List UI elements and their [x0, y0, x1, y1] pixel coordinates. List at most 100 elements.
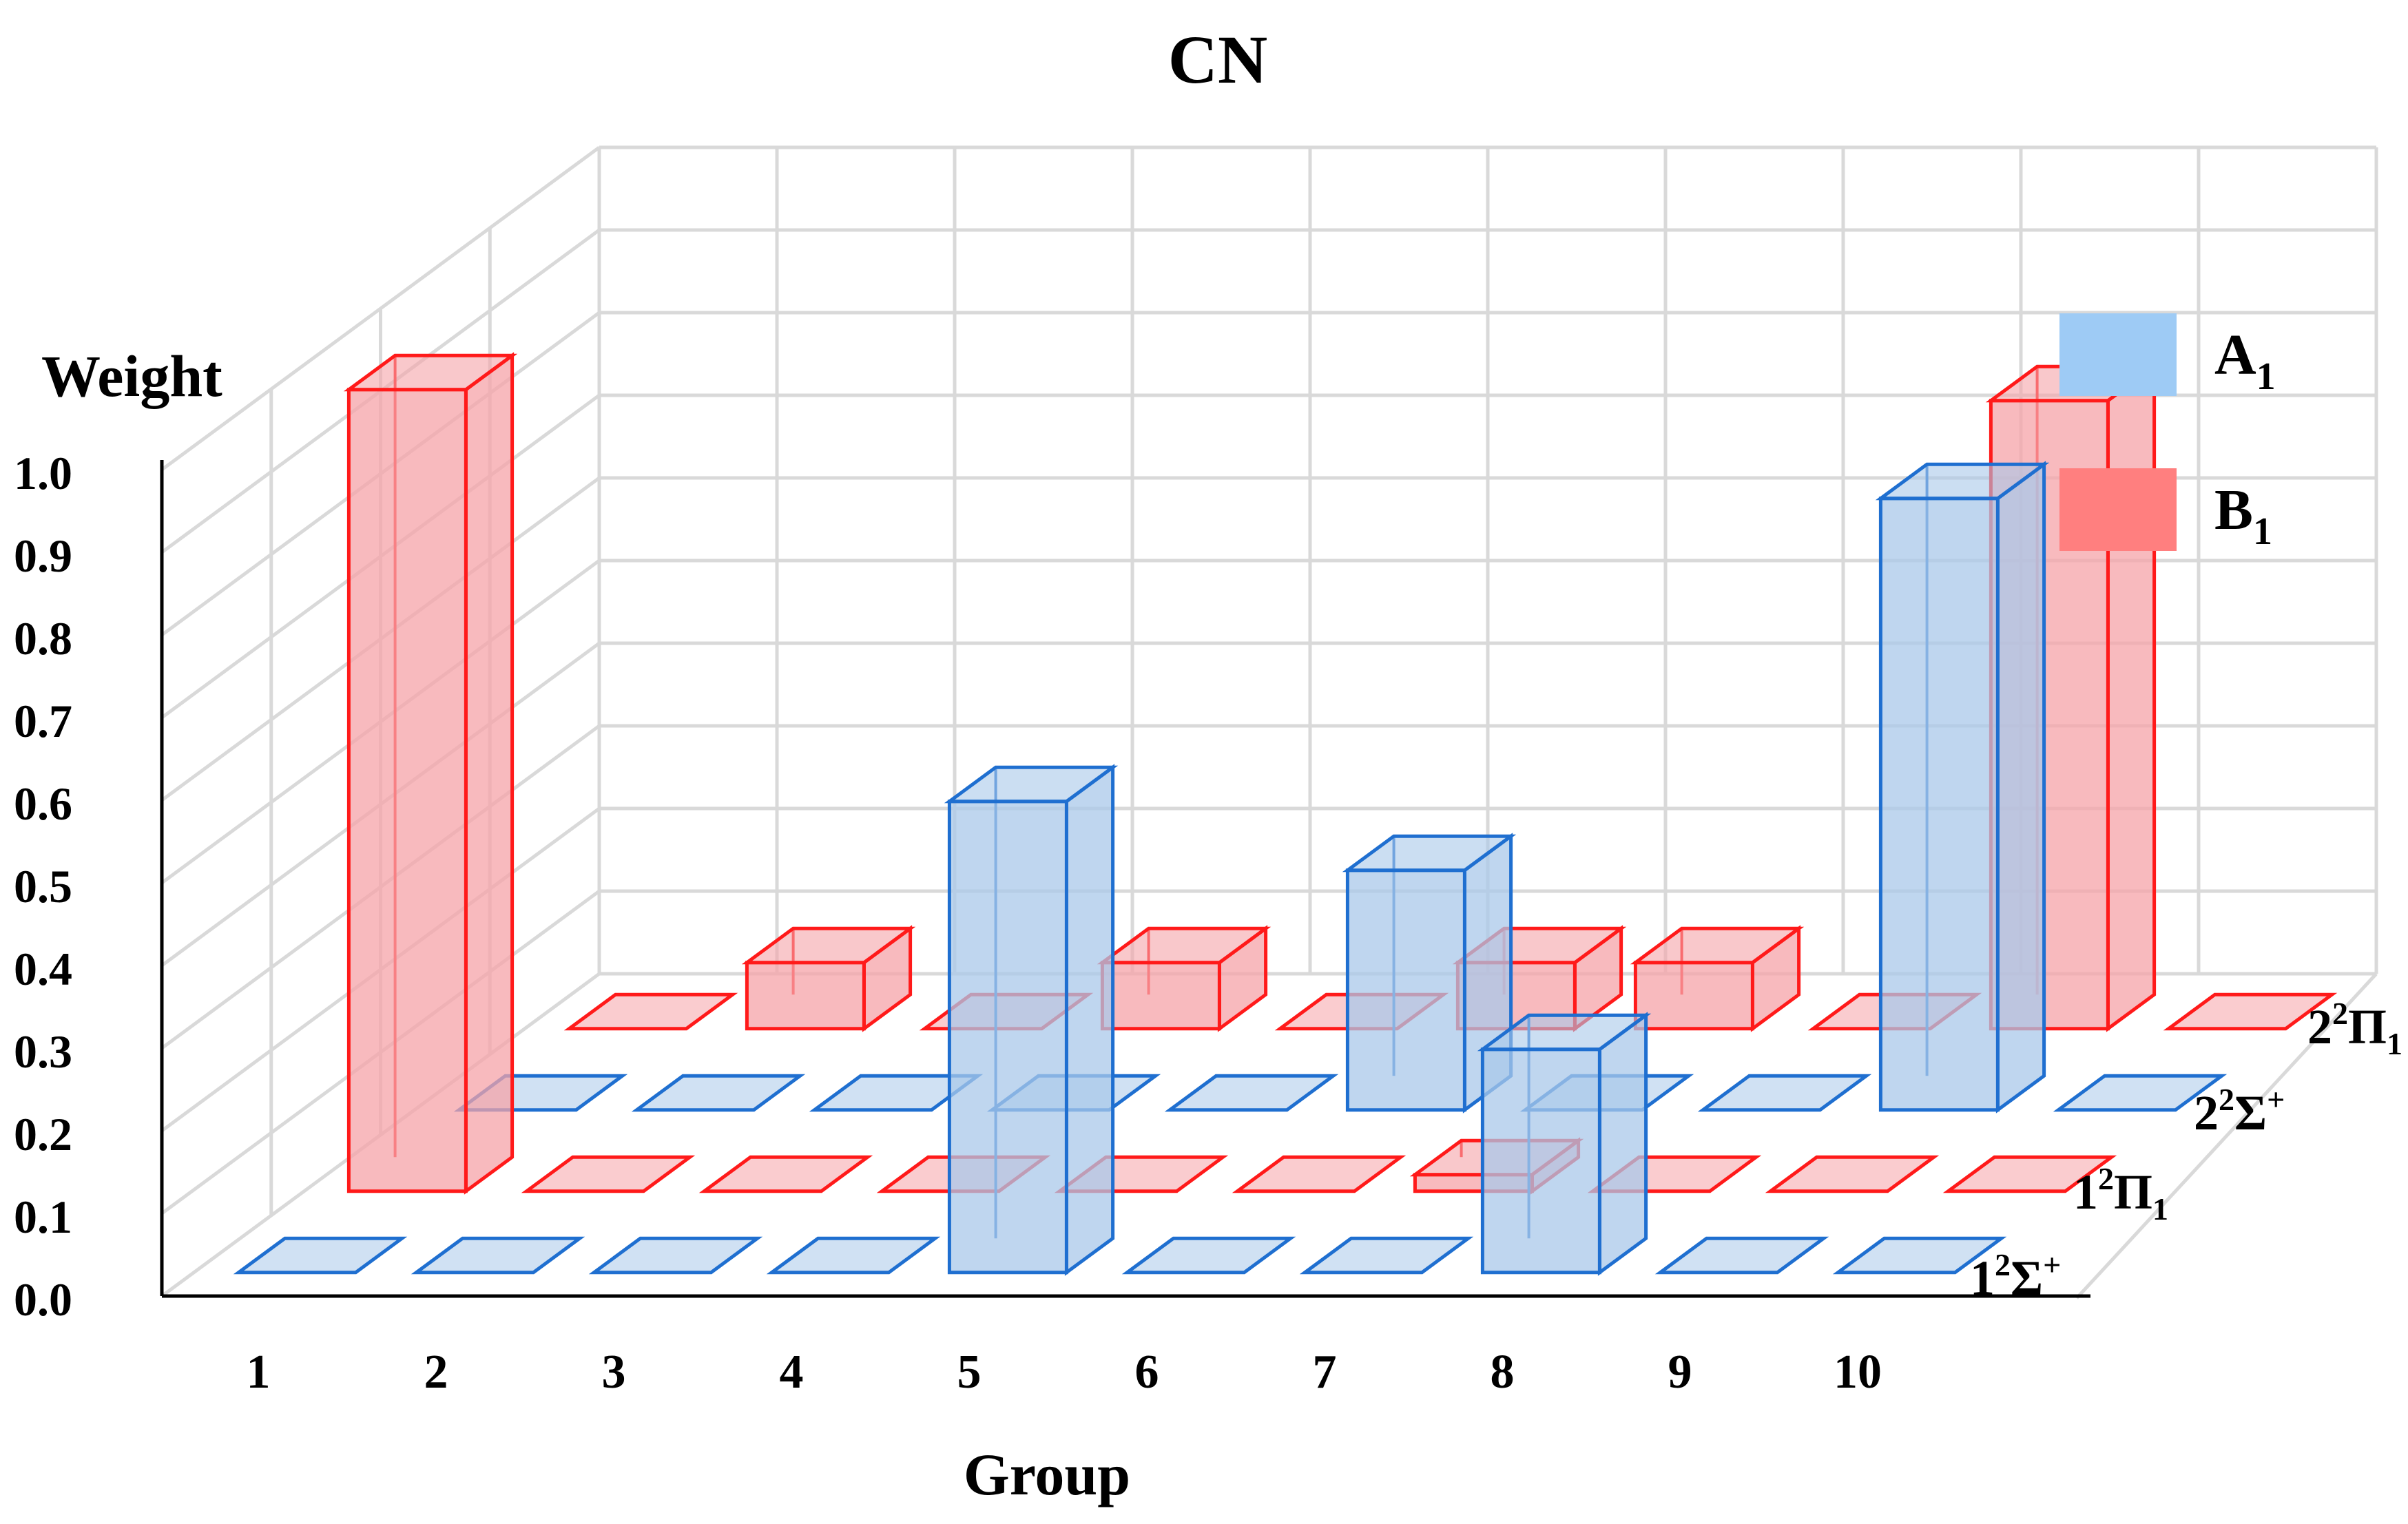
- bar: [1942, 1155, 2117, 1193]
- bar: [1232, 1155, 1407, 1193]
- bar-front: [1345, 868, 1466, 1112]
- y-tick-label: 0.9: [14, 530, 72, 582]
- bar: [411, 1236, 585, 1275]
- bar: [944, 764, 1119, 1276]
- bar-base: [233, 1236, 408, 1275]
- bar-base: [411, 1236, 585, 1275]
- y-axis-title: Weight: [41, 343, 222, 409]
- bar-base: [563, 992, 738, 1031]
- y-tick-label: 0.3: [14, 1025, 72, 1078]
- bar-front: [1480, 1047, 1601, 1275]
- axes: [160, 460, 2090, 1298]
- bar-top: [1630, 926, 1805, 965]
- bar: [1164, 1074, 1339, 1112]
- y-tick-label: 0.1: [14, 1191, 72, 1243]
- bar: [631, 1074, 806, 1112]
- bar-front: [1633, 961, 1754, 1031]
- bar-side: [1064, 764, 1115, 1276]
- bar-base: [521, 1155, 696, 1193]
- bar-base: [1942, 1155, 2117, 1193]
- bar-top: [1342, 834, 1517, 873]
- bar-base: [2053, 1074, 2228, 1112]
- bar-base: [588, 1236, 763, 1275]
- row-label: 12Σ+: [1970, 1247, 2061, 1306]
- legend-label: B1: [2214, 478, 2272, 553]
- bar-base: [698, 1155, 873, 1193]
- bar: [2053, 1074, 2228, 1112]
- y-tick-labels: 0.0 0.1 0.2 0.3 0.4 0.5 0.6 0.7 0.8 0.9 1.0: [14, 447, 72, 1326]
- bar-base: [1164, 1074, 1339, 1112]
- legend-swatch: [2059, 313, 2177, 396]
- bar-top: [1097, 926, 1272, 965]
- x-tick-label: 5: [957, 1346, 982, 1399]
- bar: [1654, 1236, 1829, 1275]
- bar-base: [631, 1074, 806, 1112]
- bar-side: [1597, 1012, 1648, 1276]
- bars: [233, 352, 2338, 1276]
- floor-edge: [2075, 972, 2378, 1299]
- bar-base: [1697, 1074, 1872, 1112]
- bar: [343, 352, 518, 1195]
- y-tick-label: 1.0: [14, 447, 72, 499]
- x-axis-title: Group: [964, 1441, 1130, 1507]
- bar: [766, 1236, 941, 1275]
- x-tick-label: 2: [424, 1346, 448, 1399]
- bar: [2163, 992, 2338, 1031]
- bar-front: [1100, 961, 1221, 1031]
- bar: [741, 925, 916, 1032]
- bar-base: [1299, 1236, 1474, 1275]
- bar-side: [1995, 461, 2046, 1114]
- bar-front: [346, 388, 468, 1193]
- bar: [698, 1155, 873, 1193]
- bar: [1832, 1236, 2007, 1275]
- bar: [1097, 925, 1272, 1032]
- row-label: 22Σ+: [2194, 1082, 2285, 1140]
- legend: A1 B1: [2059, 313, 2276, 553]
- y-tick-label: 0.4: [14, 943, 72, 995]
- bar: [588, 1236, 763, 1275]
- bar: [1630, 925, 1805, 1032]
- bar-side: [464, 352, 515, 1195]
- bar-side: [2106, 363, 2157, 1032]
- row-label: 12Π1: [2073, 1161, 2168, 1226]
- legend-swatch: [2059, 468, 2177, 551]
- y-tick-label: 0.6: [14, 777, 72, 830]
- bar: [1477, 1012, 1652, 1276]
- x-tick-label: 7: [1313, 1346, 1337, 1399]
- bar: [521, 1155, 696, 1193]
- bar: [1299, 1236, 1474, 1275]
- bar-base: [1654, 1236, 1829, 1275]
- y-tick-label: 0.0: [14, 1273, 72, 1326]
- x-tick-labels: 1 2 3 4 5 6 7 8 9 10: [247, 1346, 1882, 1399]
- row-label: 22Π1: [2307, 996, 2402, 1061]
- x-tick-label: 8: [1491, 1346, 1515, 1399]
- bar: [233, 1236, 408, 1275]
- bar-base: [1765, 1155, 1940, 1193]
- x-tick-label: 3: [602, 1346, 626, 1399]
- bar-top: [1875, 462, 2050, 501]
- bar-base: [2163, 992, 2338, 1031]
- bar-base: [1232, 1155, 1407, 1193]
- bar-base: [1832, 1236, 2007, 1275]
- x-tick-label: 1: [247, 1346, 271, 1399]
- bar: [563, 992, 738, 1031]
- y-tick-label: 0.7: [14, 695, 72, 747]
- bar-top: [741, 926, 916, 965]
- row-labels: 12Σ+12Π1 22Σ+ 22Π1: [1970, 996, 2402, 1306]
- bar-front: [1878, 497, 2000, 1112]
- y-tick-label: 0.8: [14, 612, 72, 665]
- y-tick-label: 0.5: [14, 860, 72, 912]
- bar-front: [947, 800, 1068, 1275]
- bar: [1121, 1236, 1296, 1275]
- bar: [1697, 1074, 1872, 1112]
- y-tick-label: 0.2: [14, 1108, 72, 1160]
- legend-label: A1: [2214, 323, 2276, 398]
- bar-base: [1121, 1236, 1296, 1275]
- chart-title: CN: [1168, 21, 1267, 98]
- bar-top: [343, 353, 518, 392]
- x-tick-label: 4: [780, 1346, 804, 1399]
- x-tick-label: 6: [1135, 1346, 1159, 1399]
- bar-front: [745, 961, 866, 1031]
- x-tick-label: 9: [1668, 1346, 1692, 1399]
